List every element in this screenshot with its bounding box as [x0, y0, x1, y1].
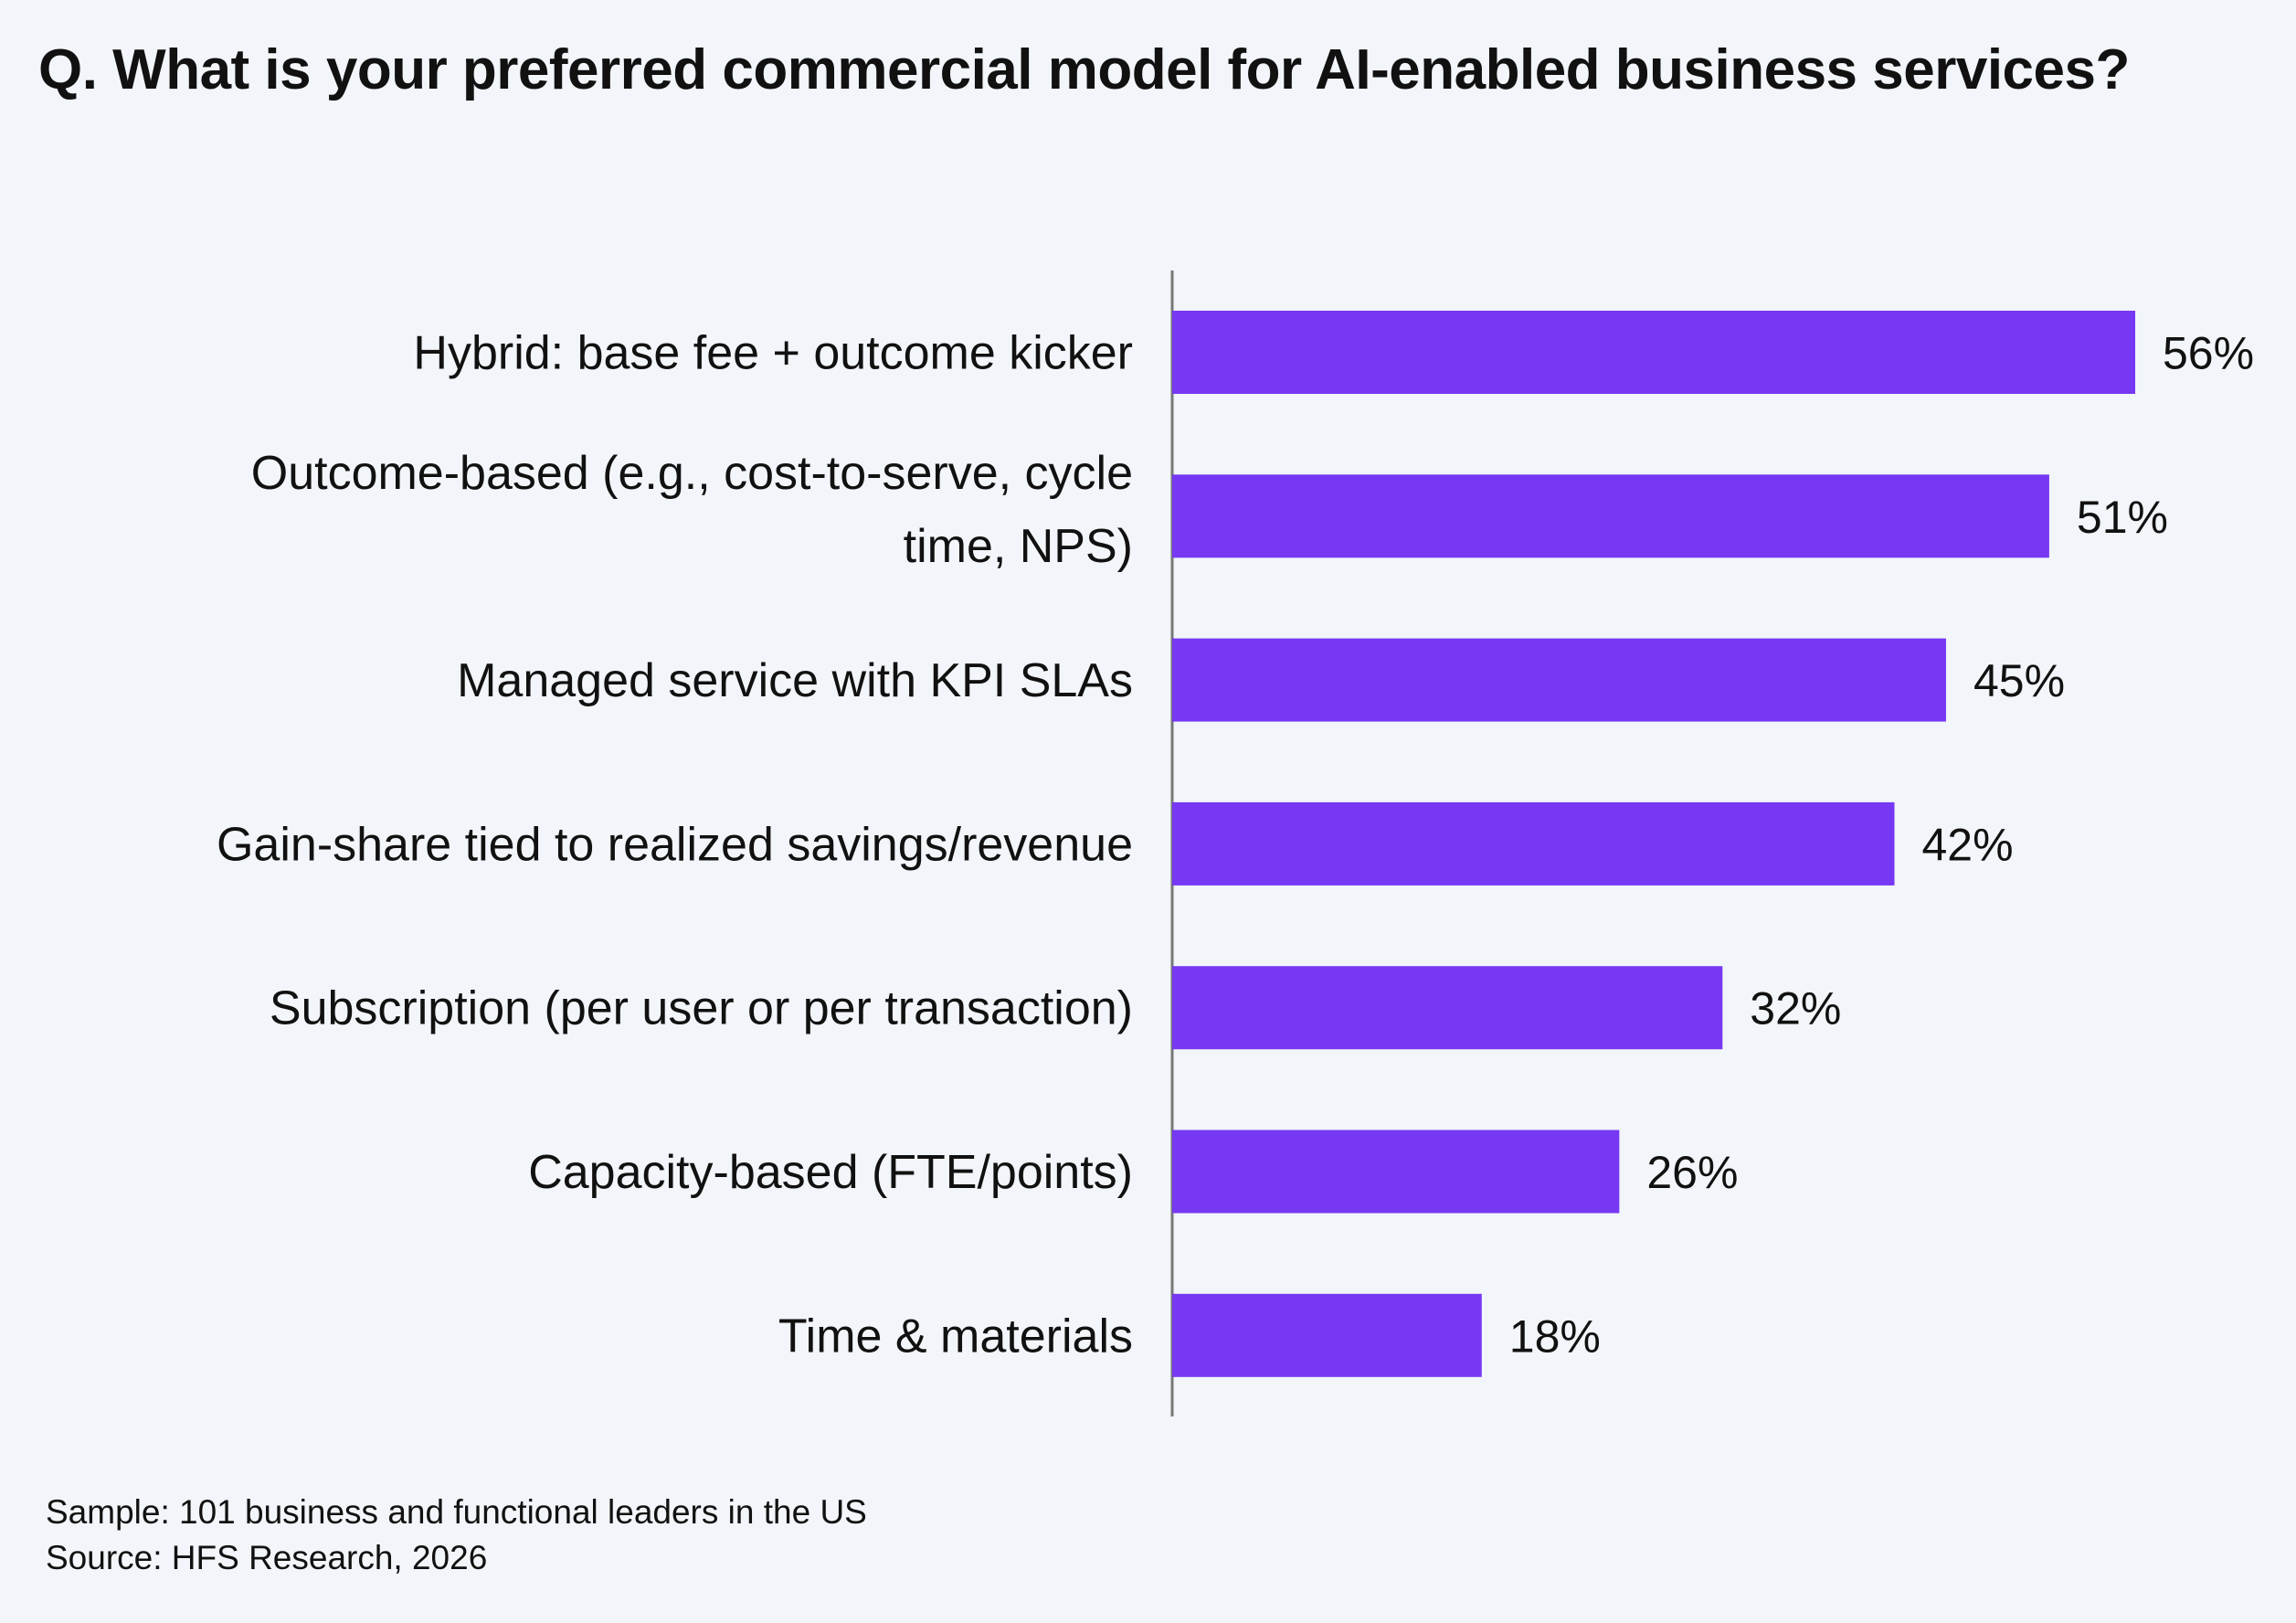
- bar-chart: 56% Hybrid: base fee + outcome kicker 51% O…: [217, 270, 2254, 1416]
- bar-2: [1172, 474, 2049, 558]
- category-label-4: Gain-share tied to realized savings/reve…: [217, 818, 1133, 871]
- category-label-1: Hybrid: base fee + outcome kicker: [413, 327, 1133, 380]
- value-label-1: 56%: [2163, 328, 2254, 379]
- value-label-2: 51%: [2077, 492, 2168, 543]
- category-label-2-line-1: Outcome-based (e.g., cost-to-serve, cycl…: [251, 447, 1133, 500]
- category-label-5: Subscription (per user or per transactio…: [270, 982, 1133, 1035]
- bar-1: [1172, 311, 2135, 394]
- category-label-7: Time & materials: [778, 1310, 1133, 1363]
- bar-5: [1172, 966, 1723, 1050]
- sample-note: Sample: 101 business and functional lead…: [46, 1493, 867, 1531]
- value-label-6: 26%: [1646, 1147, 1738, 1198]
- chart-title: Q. What is your preferred commercial mod…: [38, 38, 2130, 101]
- bar-3: [1172, 638, 1946, 722]
- category-label-2-line-2: time, NPS): [904, 520, 1133, 573]
- value-label-4: 42%: [1922, 819, 2014, 870]
- value-label-7: 18%: [1509, 1310, 1601, 1362]
- bar-7: [1172, 1293, 1482, 1377]
- category-label-6: Capacity-based (FTE/points): [528, 1146, 1133, 1199]
- chart-footer: Sample: 101 business and functional lead…: [46, 1490, 867, 1581]
- value-label-5: 32%: [1750, 983, 1841, 1034]
- bar-6: [1172, 1130, 1620, 1214]
- bar-4: [1172, 801, 1895, 886]
- value-label-3: 45%: [1973, 655, 2065, 706]
- category-label-3: Managed service with KPI SLAs: [457, 654, 1133, 707]
- source-note: Source: HFS Research, 2026: [46, 1539, 488, 1576]
